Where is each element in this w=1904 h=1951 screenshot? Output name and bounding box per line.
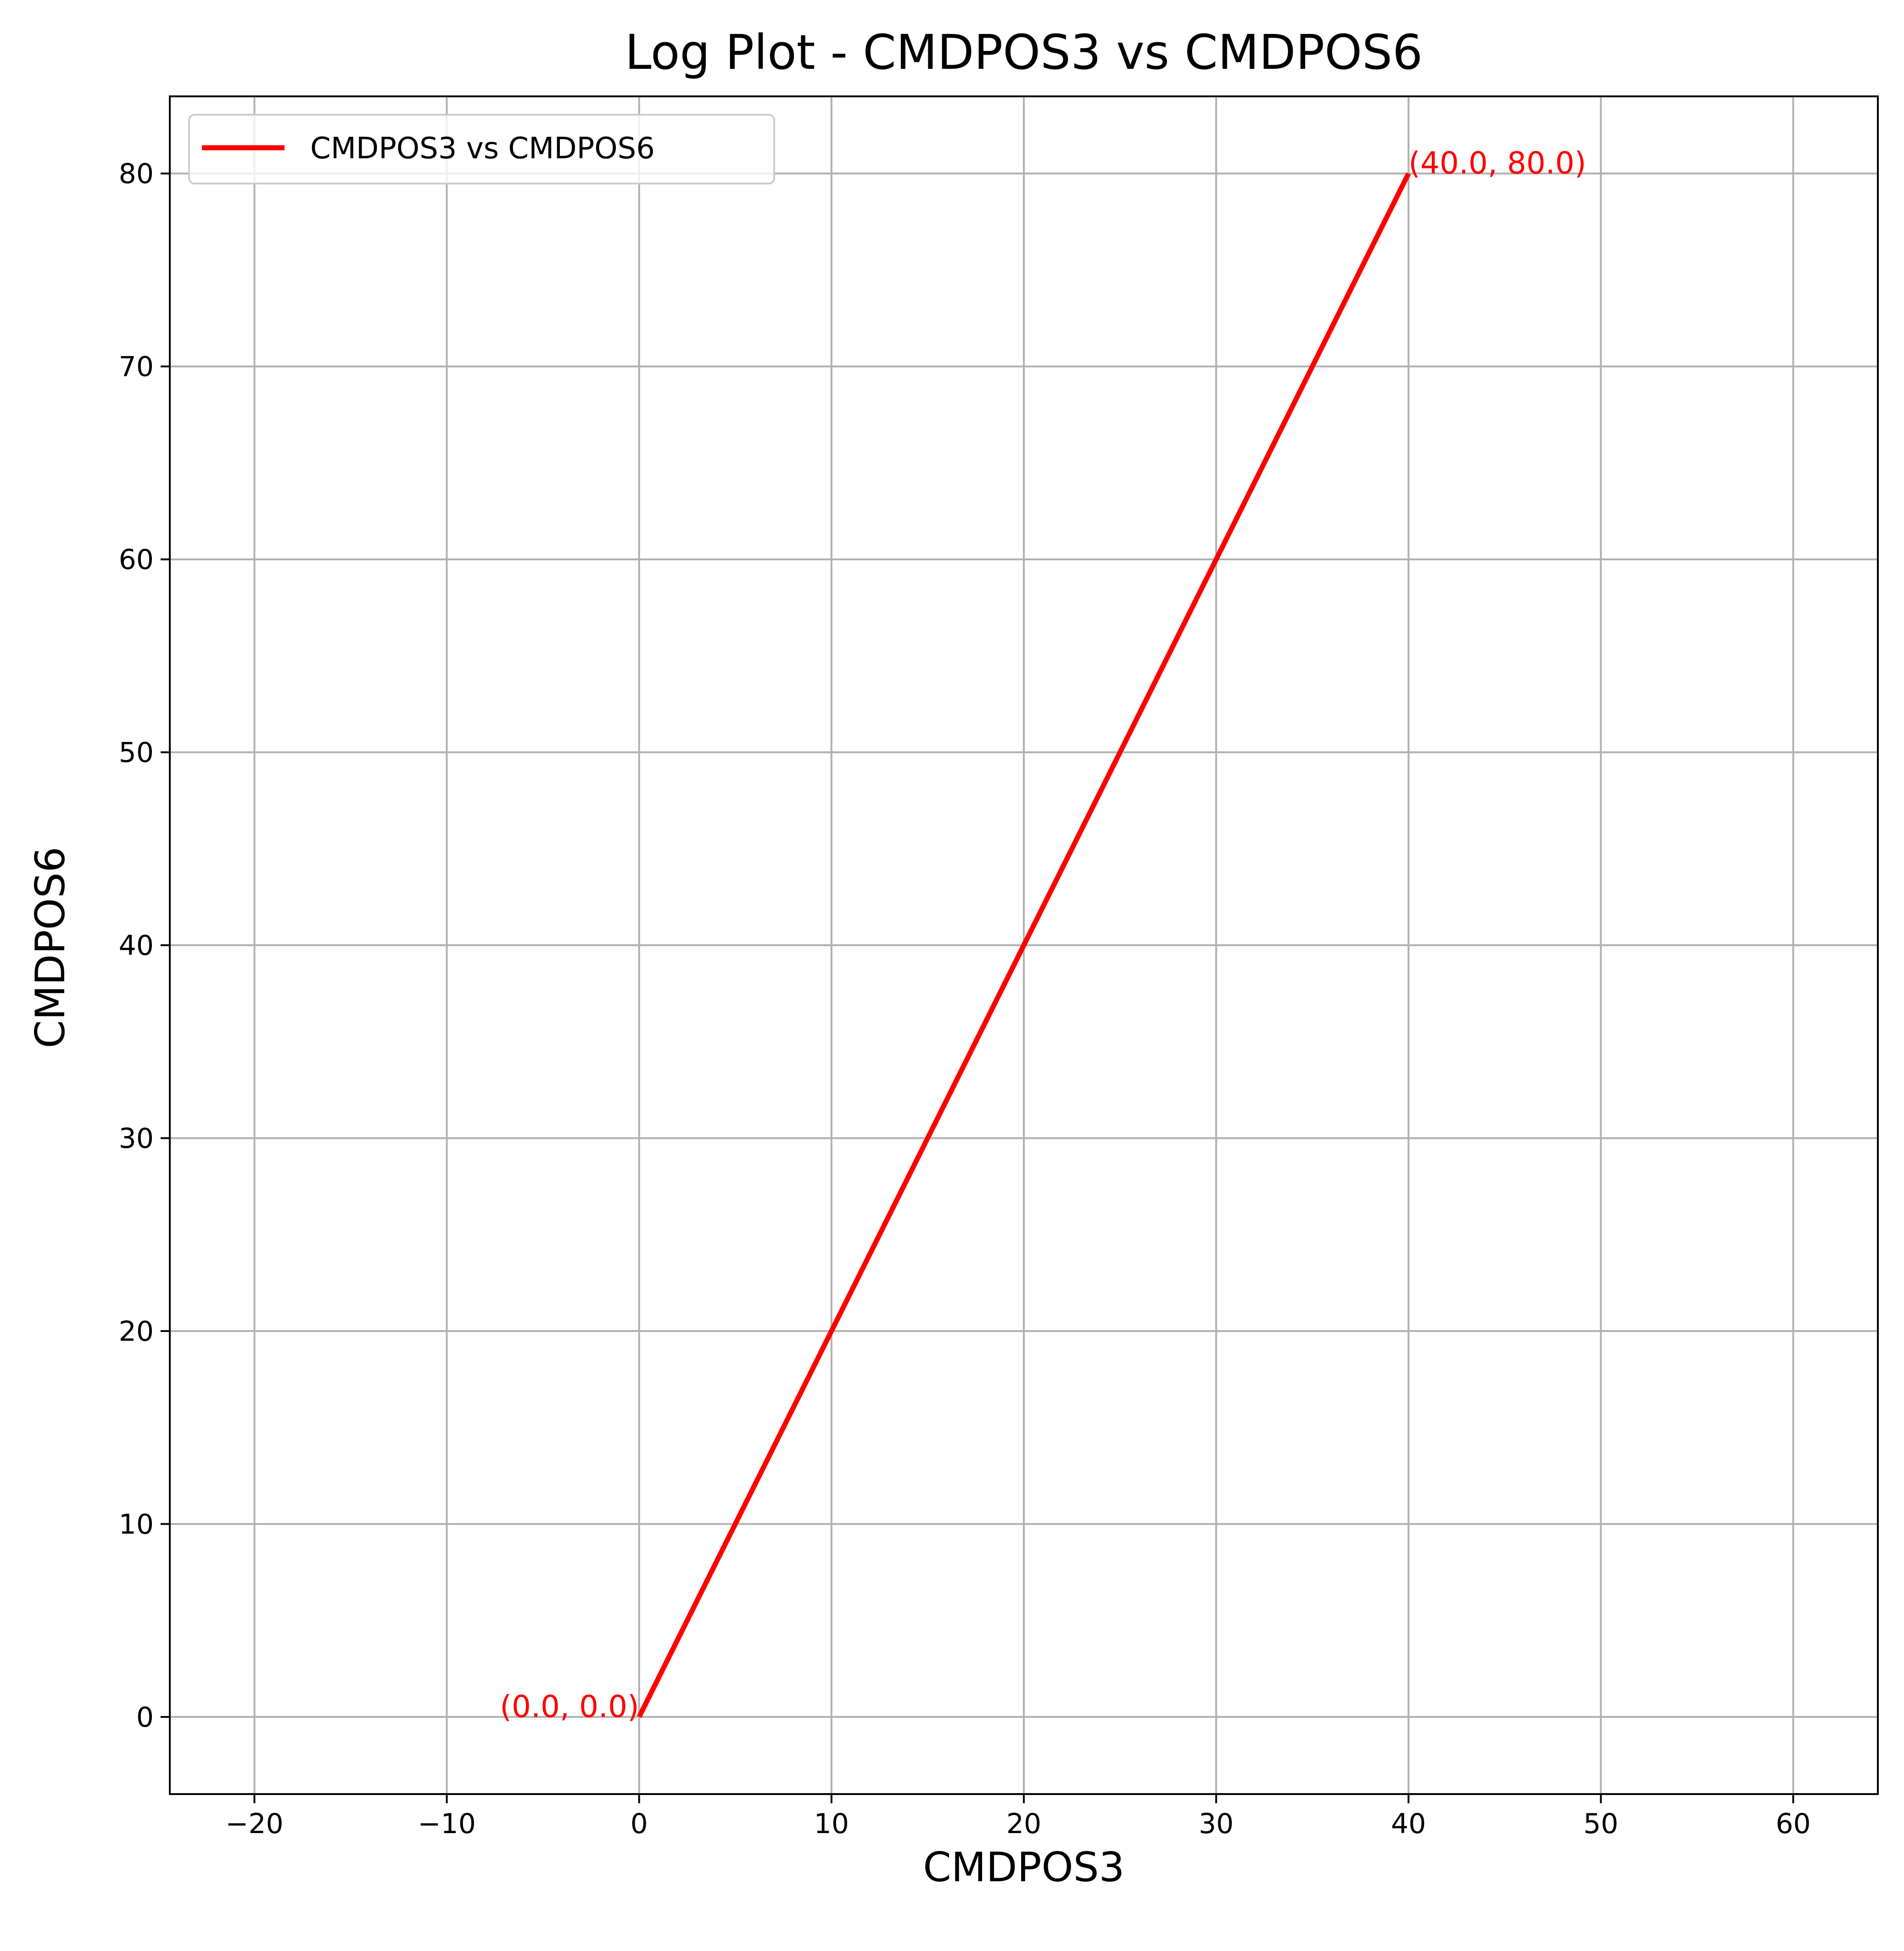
- legend: CMDPOS3 vs CMDPOS6: [188, 114, 775, 184]
- y-axis-label: CMDPOS6: [27, 847, 74, 1048]
- y-tick-label: 80: [119, 158, 154, 190]
- y-tick-label: 10: [119, 1508, 154, 1540]
- y-tick-label: 60: [119, 544, 154, 576]
- series-layer: [637, 172, 1411, 1718]
- x-tick-label: 10: [814, 1808, 849, 1840]
- legend-label: CMDPOS3 vs CMDPOS6: [310, 132, 655, 166]
- x-tick-label: 20: [1006, 1808, 1041, 1840]
- y-tick-label: 50: [119, 737, 154, 769]
- series-line: [637, 172, 1411, 1718]
- y-tick-label: 20: [119, 1316, 154, 1348]
- point-annotation: (40.0, 80.0): [1408, 145, 1586, 181]
- legend-box: [188, 114, 775, 184]
- x-tick-label: 60: [1776, 1808, 1810, 1840]
- ticks-layer: −20 −10 0 10 20 30 40 50 60 0 10 20 30 40 50 60 70 80: [119, 158, 1811, 1840]
- x-tick-label: −10: [418, 1808, 476, 1840]
- y-tick-label: 0: [136, 1701, 154, 1734]
- x-tick-label: 30: [1199, 1808, 1234, 1840]
- x-tick-label: −20: [225, 1808, 284, 1840]
- annotations-layer: (0.0, 0.0) (40.0, 80.0): [500, 145, 1586, 1724]
- y-tick-label: 30: [119, 1122, 154, 1154]
- x-tick-label: 0: [631, 1808, 648, 1840]
- y-tick-label: 40: [119, 930, 154, 962]
- x-tick-label: 40: [1391, 1808, 1426, 1840]
- y-tick-label: 70: [119, 351, 154, 383]
- x-tick-label: 50: [1583, 1808, 1618, 1840]
- chart-title: Log Plot - CMDPOS3 vs CMDPOS6: [625, 24, 1423, 80]
- x-axis-label: CMDPOS3: [923, 1844, 1124, 1891]
- point-annotation: (0.0, 0.0): [500, 1689, 639, 1724]
